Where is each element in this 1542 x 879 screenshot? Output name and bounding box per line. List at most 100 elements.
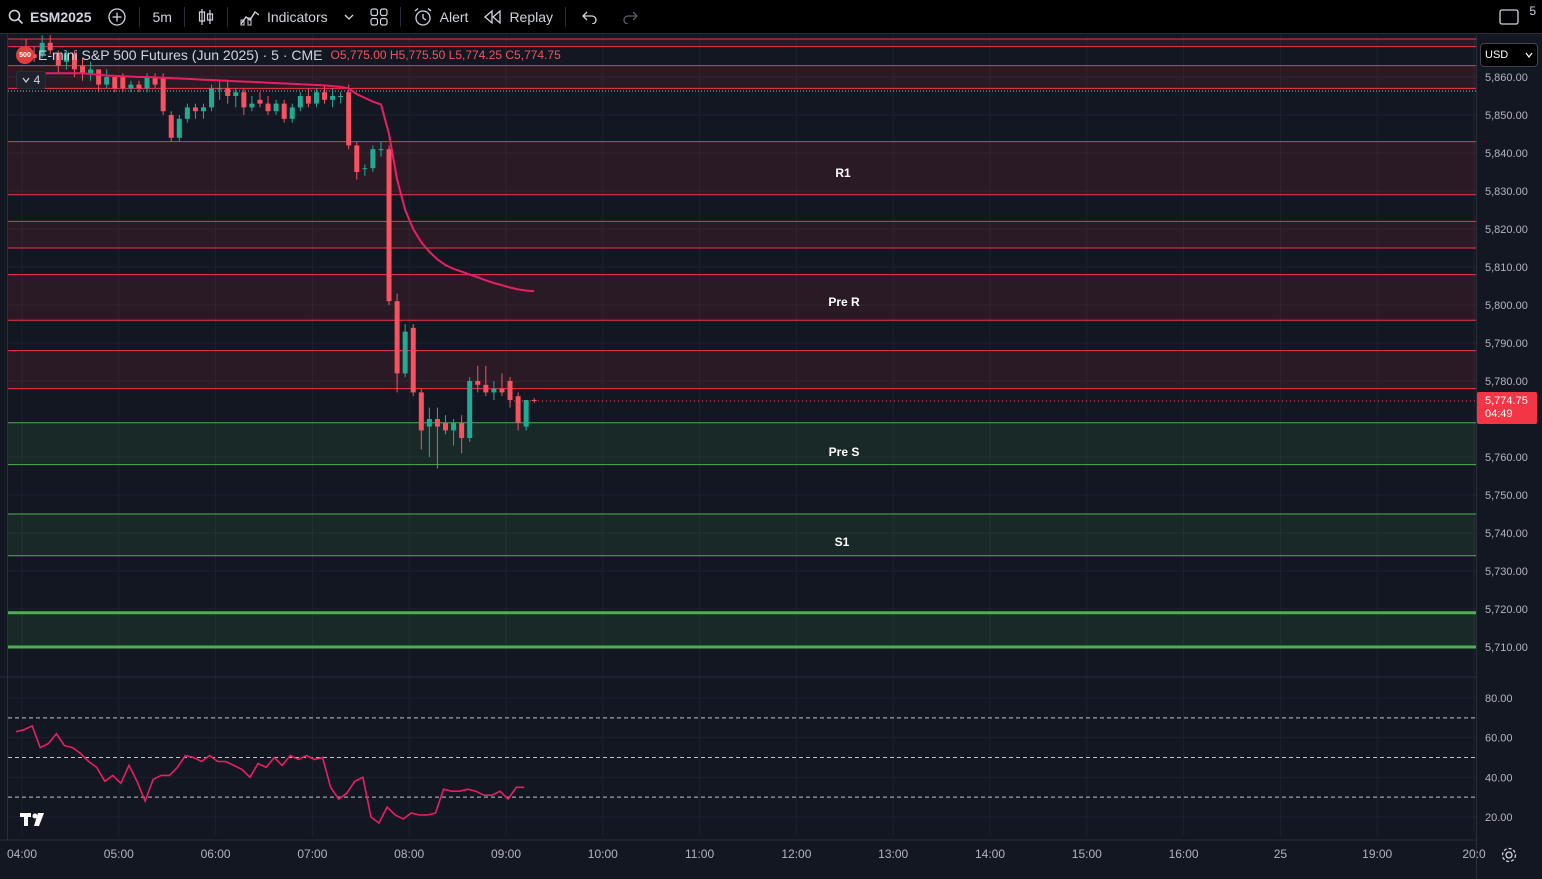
sr-zone-0 [8, 39, 1476, 47]
time-tick-label: 04:00 [7, 847, 37, 861]
interval-button[interactable]: 5m [152, 8, 172, 25]
indicators-button[interactable]: Indicators [232, 0, 336, 34]
chart-settings-button[interactable] [1500, 846, 1518, 869]
indicator-collapse-toggle[interactable]: 4 [16, 71, 46, 89]
candle-body [55, 54, 61, 66]
sr-zone-3 [8, 221, 1476, 248]
time-tick-label: 09:00 [491, 847, 521, 861]
current-price: 5,774.75 [1485, 395, 1528, 407]
candle-body [346, 92, 352, 146]
candle-body [515, 396, 521, 423]
candle-body [184, 107, 190, 119]
replay-button[interactable]: Replay [476, 0, 561, 34]
candle-body [330, 96, 336, 100]
sr-zone-pre-s [8, 422, 1476, 465]
candle-body [201, 107, 206, 112]
price-tick-label: 5,850.00 [1485, 110, 1528, 122]
time-tick-label: 13:00 [878, 847, 908, 861]
time-tick-label: 07:00 [297, 847, 327, 861]
candle-body [354, 145, 360, 172]
indicators-icon [240, 10, 260, 25]
price-tick-label: 5,820.00 [1485, 224, 1528, 236]
time-tick-label: 12:00 [781, 847, 811, 861]
currency-label: USD [1485, 49, 1509, 61]
candle-body [152, 77, 158, 85]
fullscreen-button[interactable] [1493, 0, 1525, 34]
sr-zone-8 [8, 612, 1476, 647]
search-icon [8, 9, 24, 24]
price-tick-label: 5,840.00 [1485, 148, 1528, 160]
candle-body [499, 388, 505, 393]
redo-icon [623, 11, 638, 24]
ohlc-values: O5,775.00 H5,775.50 L5,774.25 C5,774.75 [331, 48, 561, 62]
alert-button[interactable]: Alert [405, 0, 477, 34]
candle-body [96, 69, 102, 85]
candle-body [192, 107, 198, 112]
candle-body [273, 103, 279, 112]
candle-body [297, 96, 303, 108]
alert-label: Alert [439, 8, 469, 25]
rewind-icon [484, 9, 502, 24]
undo-button[interactable] [570, 0, 610, 34]
currency-selector[interactable]: USD [1480, 43, 1538, 67]
price-tick-label: 5,710.00 [1485, 642, 1528, 654]
sr-zone-r1 [8, 141, 1476, 195]
candle-body [63, 54, 69, 62]
rsi-tick-label: 80.00 [1485, 693, 1513, 705]
candle-body [467, 381, 473, 438]
symbol-legend: 500 E-mini S&P 500 Futures (Jun 2025) · … [16, 46, 561, 64]
candle-body [507, 381, 513, 400]
replay-label: Replay [509, 8, 554, 25]
candle-body [265, 103, 271, 112]
candle-body [71, 54, 77, 70]
compare-button[interactable] [99, 0, 135, 34]
layout-button[interactable] [362, 0, 396, 34]
candle-body [418, 392, 424, 431]
time-tick-label: 25 [1274, 847, 1288, 861]
candle-body [394, 301, 400, 374]
symbol-search[interactable]: ESM2025 [0, 0, 99, 34]
vwap-line [26, 72, 535, 293]
candle-body [475, 381, 481, 385]
candle-body [128, 84, 134, 89]
candle-body [233, 92, 239, 96]
toolbar-divider [226, 6, 228, 27]
price-tick-label: 5,830.00 [1485, 186, 1528, 198]
candle-body [241, 92, 247, 108]
candle-body [459, 422, 465, 438]
price-tick-label: 5,780.00 [1485, 376, 1528, 388]
candle-body [257, 99, 263, 104]
redo-button[interactable] [610, 0, 650, 34]
zone-label-pre-s: Pre S [828, 445, 860, 459]
indicator-templates-button[interactable] [336, 0, 362, 34]
ohlc-close: C5,774.75 [505, 48, 561, 62]
chevron-down-icon [1525, 52, 1533, 58]
tradingview-logo[interactable] [20, 810, 50, 833]
sr-zone-5 [8, 350, 1476, 389]
rsi-tick-label: 40.00 [1485, 772, 1513, 784]
rsi-line [15, 724, 525, 825]
candle-body [217, 88, 223, 90]
candle-body [176, 118, 182, 138]
rsi-tick-label: 60.00 [1485, 733, 1513, 745]
undo-icon [582, 11, 597, 24]
ohlc-open: O5,775.00 [330, 48, 387, 62]
candle-body [281, 103, 287, 119]
price-axis-background [1477, 35, 1542, 879]
indicators-label: Indicators [266, 8, 328, 25]
zone-label-s1: S1 [834, 535, 850, 549]
candle-body [112, 77, 118, 89]
time-tick-label: 05:00 [104, 847, 134, 861]
candle-body [168, 115, 174, 138]
chart-canvas[interactable]: 5,860.00 5,850.00 5,840.00 5,830.00 5,820.00… [0, 35, 1542, 879]
symbol-title[interactable]: E-mini S&P 500 Futures (Jun 2025) · 5 · … [38, 47, 323, 63]
toolbar-divider [399, 6, 401, 27]
sr-zone-pre-r [8, 274, 1476, 321]
candle-body [289, 107, 295, 119]
candle-body [434, 419, 440, 427]
chart-area[interactable]: 5,860.00 5,850.00 5,840.00 5,830.00 5,820.00… [0, 35, 1542, 879]
candle-body [160, 77, 166, 112]
candle-body [31, 54, 37, 58]
chart-type-button[interactable] [189, 0, 223, 34]
price-tick-label: 5,810.00 [1485, 262, 1528, 274]
